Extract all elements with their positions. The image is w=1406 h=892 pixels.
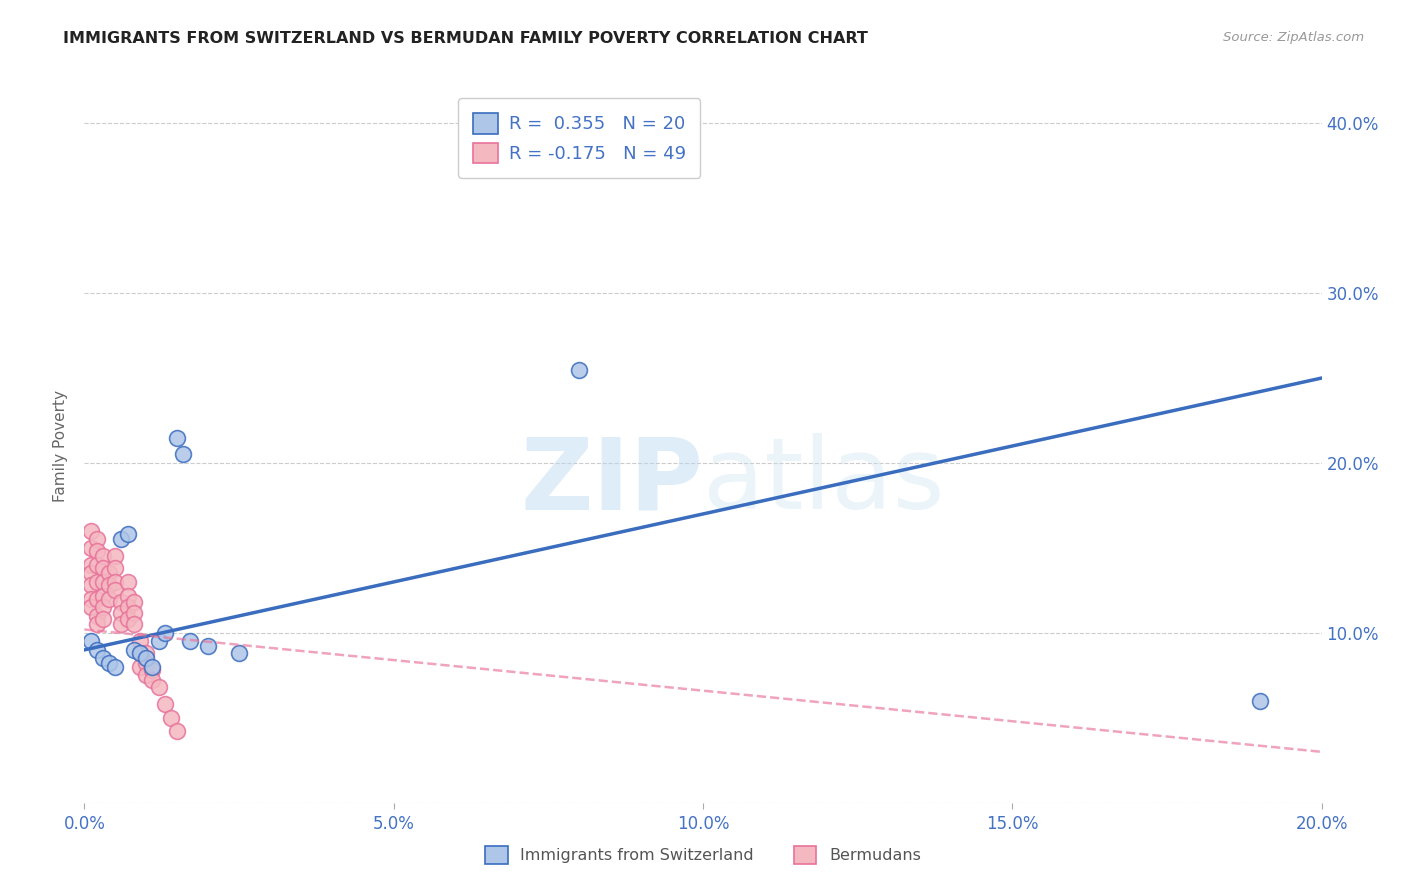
Point — [104, 574, 127, 589]
Point — [141, 673, 163, 688]
Point — [86, 558, 108, 572]
Point — [228, 646, 250, 660]
Point — [79, 600, 101, 615]
Point — [91, 612, 114, 626]
Text: IMMIGRANTS FROM SWITZERLAND VS BERMUDAN FAMILY POVERTY CORRELATION CHART: IMMIGRANTS FROM SWITZERLAND VS BERMUDAN … — [63, 31, 868, 46]
Point — [110, 533, 132, 547]
Point — [91, 574, 114, 589]
Point — [117, 589, 139, 603]
Point — [79, 634, 101, 648]
Point — [91, 549, 114, 564]
Point — [110, 595, 132, 609]
Point — [79, 578, 101, 592]
Text: atlas: atlas — [703, 434, 945, 530]
Text: ZIP: ZIP — [520, 434, 703, 530]
Point — [568, 362, 591, 376]
Point — [79, 541, 101, 555]
Point — [86, 617, 108, 632]
Point — [129, 634, 152, 648]
Point — [86, 533, 108, 547]
Point — [117, 600, 139, 615]
Legend: Immigrants from Switzerland, Bermudans: Immigrants from Switzerland, Bermudans — [479, 839, 927, 871]
Point — [135, 646, 157, 660]
Point — [86, 591, 108, 606]
Point — [122, 595, 145, 609]
Point — [148, 634, 170, 648]
Point — [98, 591, 121, 606]
Point — [91, 600, 114, 615]
Point — [117, 612, 139, 626]
Point — [122, 606, 145, 620]
Point — [91, 561, 114, 575]
Point — [160, 711, 183, 725]
Point — [122, 617, 145, 632]
Point — [141, 663, 163, 677]
Point — [135, 651, 157, 665]
Point — [129, 646, 152, 660]
Text: Source: ZipAtlas.com: Source: ZipAtlas.com — [1223, 31, 1364, 45]
Point — [166, 430, 188, 444]
Point — [79, 566, 101, 581]
Point — [79, 524, 101, 538]
Point — [86, 643, 108, 657]
Point — [110, 606, 132, 620]
Point — [79, 558, 101, 572]
Point — [104, 660, 127, 674]
Point — [141, 660, 163, 674]
Point — [79, 591, 101, 606]
Point — [86, 574, 108, 589]
Point — [98, 578, 121, 592]
Point — [1249, 694, 1271, 708]
Point — [166, 724, 188, 739]
Point — [179, 634, 201, 648]
Point — [153, 698, 176, 712]
Point — [86, 608, 108, 623]
Point — [104, 561, 127, 575]
Point — [135, 668, 157, 682]
Point — [117, 574, 139, 589]
Point — [153, 626, 176, 640]
Point — [135, 657, 157, 671]
Point — [104, 549, 127, 564]
Point — [110, 617, 132, 632]
Point — [148, 680, 170, 694]
Point — [117, 527, 139, 541]
Point — [129, 660, 152, 674]
Point — [98, 657, 121, 671]
Point — [172, 448, 194, 462]
Point — [129, 646, 152, 660]
Legend: R =  0.355   N = 20, R = -0.175   N = 49: R = 0.355 N = 20, R = -0.175 N = 49 — [458, 98, 700, 178]
Point — [197, 640, 219, 654]
Point — [104, 583, 127, 598]
Point — [86, 544, 108, 558]
Point — [98, 566, 121, 581]
Point — [122, 643, 145, 657]
Point — [91, 589, 114, 603]
Y-axis label: Family Poverty: Family Poverty — [53, 390, 69, 502]
Point — [91, 651, 114, 665]
